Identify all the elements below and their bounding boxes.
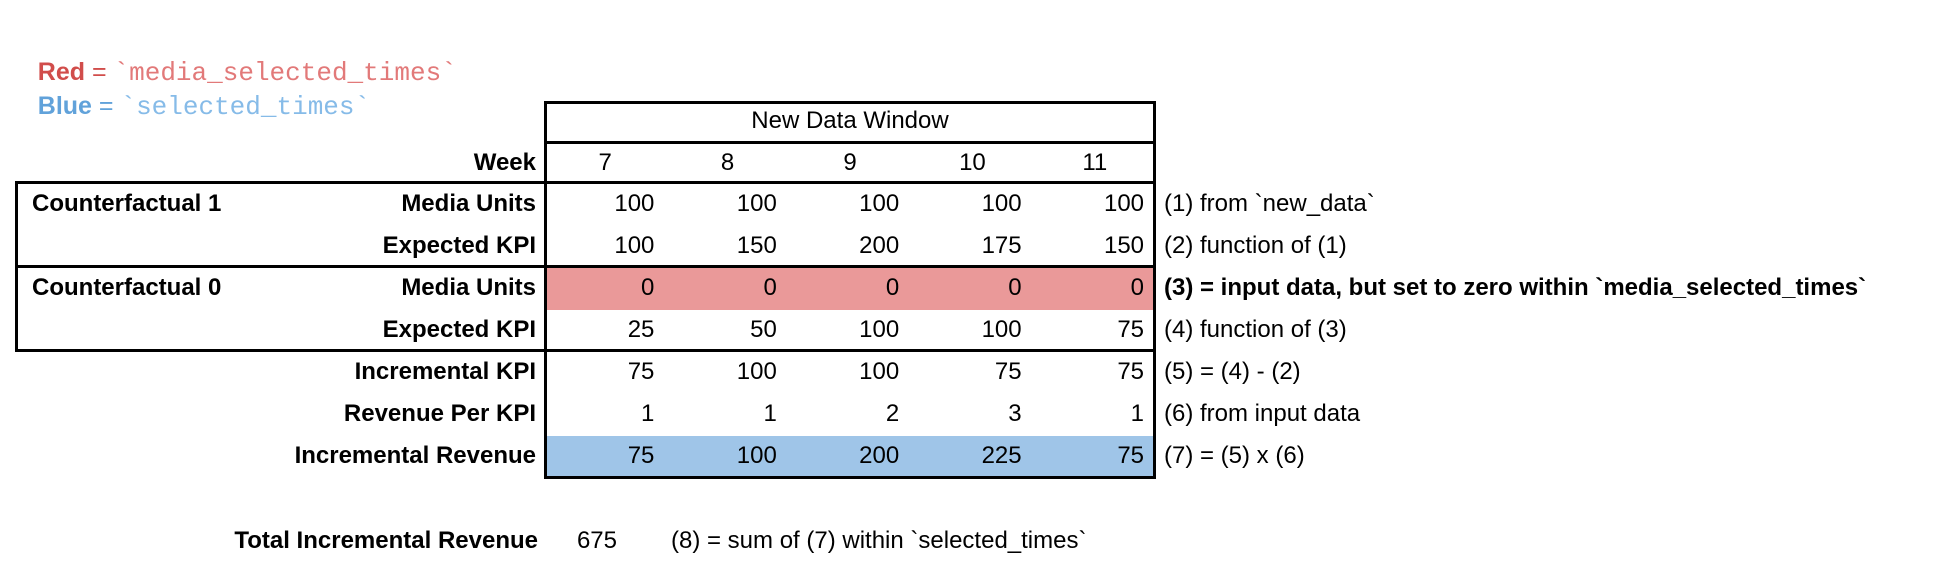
table-cell: 100 [614,190,655,217]
table-cell: 0 [885,274,900,301]
table-row-revenue-per-kpi: 1 1 2 3 1 [544,393,1156,435]
table-cell: 3 [1008,400,1022,427]
table-cell: 0 [1008,274,1022,301]
week-row-label: Week [473,149,536,176]
group-label-counterfactual-1: Counterfactual 1 [32,190,222,217]
legend-blue-equals: = [91,92,121,120]
table-cell: 100 [614,232,655,259]
legend-red-code: `media_selected_times` [113,58,457,88]
table-cell: 100 [859,190,900,217]
annotation-8: (8) = sum of (7) within `selected_times` [671,527,1087,554]
legend-red-line: Red = `media_selected_times` [20,21,457,88]
table-cell: 100 [736,358,777,385]
table-cell: 150 [1103,232,1145,259]
week-header-cell: 8 [720,149,735,176]
table-cell: 1 [641,400,655,427]
annotation-7: (7) = (5) x (6) [1164,442,1305,469]
legend-red-label: Red [37,58,86,86]
row-label-incremental-revenue: Incremental Revenue [294,442,536,469]
table-cell: 0 [1130,274,1145,301]
line-between-counterfactuals [15,265,1156,268]
row-label-expected-kpi-cf0: Expected KPI [382,316,536,343]
line-under-counterfactual0 [15,349,1156,352]
annotation-5: (5) = (4) - (2) [1164,358,1301,385]
row-label-expected-kpi-cf1: Expected KPI [382,232,536,259]
group-box-left-border [15,181,18,352]
table-row-media-units-cf0: 0 0 0 0 0 [544,267,1156,309]
table-cell: 75 [994,358,1022,385]
row-label-revenue-per-kpi: Revenue Per KPI [343,400,536,427]
table-cell: 100 [981,316,1022,343]
row-label-media-units-cf1: Media Units [401,190,536,217]
table-row-incremental-kpi: 75 100 100 75 75 [544,351,1156,393]
blue-highlight-band [547,436,1153,478]
total-incremental-revenue-value: 675 [576,527,617,554]
legend-red-equals: = [85,58,114,86]
table-cell: 0 [641,274,655,301]
table-cell: 1 [1130,400,1145,427]
table-cell: 75 [1117,316,1145,343]
table-cell: 75 [1117,358,1145,385]
annotation-4: (4) function of (3) [1164,316,1347,343]
table-cell: 1 [763,400,777,427]
annotation-6: (6) from input data [1164,400,1361,427]
row-label-media-units-cf0: Media Units [401,274,536,301]
table-row-expected-kpi-cf0: 25 50 100 100 75 [544,309,1156,351]
table-cell: 100 [859,358,900,385]
table-cell: 150 [736,232,777,259]
new-data-window-header: New Data Window [751,107,949,134]
table-cell: 100 [736,190,777,217]
row-label-incremental-kpi: Incremental KPI [354,358,536,385]
legend-blue-label: Blue [37,92,92,120]
group-label-counterfactual-0: Counterfactual 0 [32,274,222,301]
table-cell: 75 [1117,442,1145,469]
table-row-media-units-cf1: 100 100 100 100 100 [544,183,1156,225]
table-cell: 100 [981,190,1022,217]
annotation-3: (3) = input data, but set to zero within… [1164,274,1867,301]
week-header-row: 7 8 9 10 11 [544,143,1156,183]
table-cell: 100 [1103,190,1145,217]
line-under-window-header [544,141,1156,144]
table-cell: 50 [750,316,777,343]
week-header-cell: 7 [598,149,612,176]
table-row-expected-kpi-cf1: 100 150 200 175 150 [544,225,1156,267]
line-under-week-row [15,181,1156,184]
week-header-cell: 10 [959,149,986,176]
table-cell: 25 [627,316,655,343]
table-cell: 100 [859,316,900,343]
table-row-incremental-revenue: 75 100 200 225 75 [544,435,1156,477]
week-header-cell: 11 [1082,149,1108,176]
legend-blue-line: Blue = `selected_times` [20,55,370,122]
table-cell: 2 [885,400,900,427]
week-header-cell: 9 [843,149,857,176]
red-highlight-band [547,268,1153,310]
table-cell: 175 [981,232,1022,259]
total-incremental-revenue-label: Total Incremental Revenue [234,527,538,554]
annotation-2: (2) function of (1) [1164,232,1347,259]
table-cell: 75 [627,358,655,385]
table-cell: 225 [981,442,1022,469]
table-cell: 200 [859,232,900,259]
table-cell: 100 [736,442,777,469]
table-cell: 200 [859,442,900,469]
legend-blue-code: `selected_times` [120,92,371,122]
table-cell: 75 [627,442,655,469]
annotation-1: (1) from `new_data` [1164,190,1375,217]
table-cell: 0 [763,274,777,301]
